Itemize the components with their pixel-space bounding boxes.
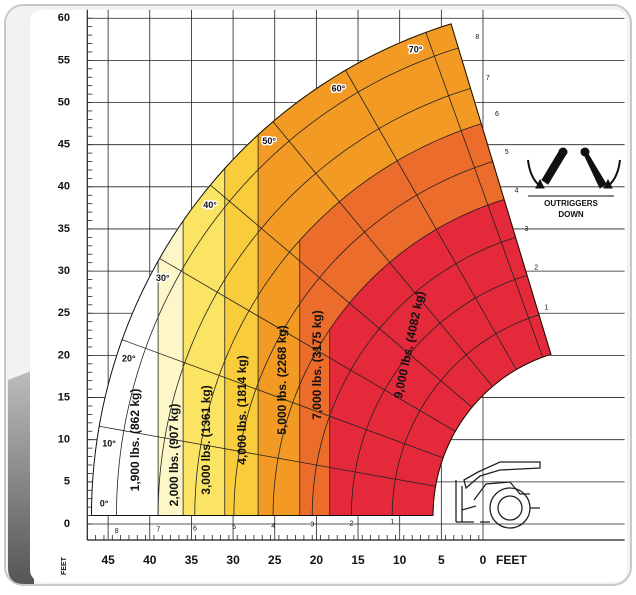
angle-label: 60° bbox=[332, 84, 346, 94]
frame-shade bbox=[8, 370, 34, 584]
y-tick-label: 35 bbox=[58, 223, 70, 235]
y-tick-label: 30 bbox=[58, 265, 70, 277]
angle-line bbox=[121, 339, 444, 459]
x-tick-label: 20 bbox=[310, 553, 324, 567]
envelope bbox=[90, 23, 552, 517]
extension-label: 1 bbox=[390, 519, 394, 526]
x-tick-label: 40 bbox=[143, 553, 157, 567]
angle-line bbox=[425, 32, 544, 358]
y-tick-label: 15 bbox=[58, 391, 70, 403]
annotation: OUTRIGGERS bbox=[544, 199, 598, 208]
zone-label: 5,000 lbs. (2268 kg) bbox=[275, 325, 289, 434]
y-tick-label: 20 bbox=[58, 349, 70, 361]
zones bbox=[90, 23, 552, 517]
y-tick-label: 25 bbox=[58, 307, 70, 319]
extension-arc bbox=[116, 47, 459, 516]
zone-label: 1,900 lbs. (862 kg) bbox=[128, 389, 142, 492]
x-axis-title: FEET bbox=[496, 553, 527, 567]
angle-label: 20° bbox=[122, 353, 136, 363]
extension-label: 7 bbox=[486, 75, 490, 82]
zone-label: 3,000 lbs. (1361 kg) bbox=[199, 385, 213, 494]
outriggers-icon bbox=[527, 147, 621, 197]
y-tick-label: 50 bbox=[58, 96, 70, 108]
extension-label: 7 bbox=[156, 526, 160, 533]
x-tick-label: 45 bbox=[101, 553, 115, 567]
extension-arc bbox=[233, 161, 493, 516]
angle-line bbox=[272, 121, 493, 387]
zone-label: 4,000 lbs. (1814 kg) bbox=[235, 355, 249, 464]
extension-label: 8 bbox=[475, 34, 479, 41]
angle-label: 40° bbox=[203, 200, 217, 210]
extension-label: 6 bbox=[193, 525, 197, 532]
x-tick-label: 35 bbox=[185, 553, 199, 567]
extension-label: 6 bbox=[495, 111, 499, 118]
extension-label: 4 bbox=[271, 523, 275, 530]
zone-label: 7,000 lbs. (3175 kg) bbox=[310, 310, 324, 419]
angle-line bbox=[345, 70, 517, 370]
extension-label: 2 bbox=[534, 264, 538, 271]
extension-arc bbox=[157, 87, 471, 516]
y-tick-label: 0 bbox=[64, 518, 70, 530]
angle-line bbox=[210, 184, 473, 408]
extension-arc bbox=[194, 123, 482, 516]
y-tick-label: 5 bbox=[64, 476, 70, 488]
annotation: DOWN bbox=[558, 210, 584, 219]
extension-label: 5 bbox=[232, 524, 236, 531]
zone-label: 2,000 lbs. (907 kg) bbox=[167, 404, 181, 507]
y-tick-label: 55 bbox=[58, 54, 70, 66]
extension-label: 8 bbox=[115, 528, 119, 535]
x-tick-label: 25 bbox=[268, 553, 282, 567]
extension-label: 5 bbox=[505, 149, 509, 156]
angle-label: 30° bbox=[156, 273, 170, 283]
extension-label: 4 bbox=[515, 188, 519, 195]
angle-line bbox=[99, 425, 436, 487]
extension-label: 3 bbox=[524, 226, 528, 233]
extension-arc bbox=[391, 314, 540, 516]
extension-label: 3 bbox=[310, 522, 314, 529]
angle-label: 10° bbox=[102, 438, 116, 448]
extension-label: 1 bbox=[544, 304, 548, 311]
angle-label: 70° bbox=[409, 44, 423, 54]
angle-label: 50° bbox=[262, 136, 276, 146]
extension-arc bbox=[272, 199, 505, 516]
x-tick-label: 5 bbox=[438, 553, 445, 567]
y-tick-label: 45 bbox=[58, 139, 70, 151]
x-tick-label: 15 bbox=[351, 553, 365, 567]
machine bbox=[455, 461, 541, 529]
extension-arc bbox=[350, 274, 528, 516]
x-tick-label: 0 bbox=[480, 553, 487, 567]
x-tick-label: 30 bbox=[226, 553, 240, 567]
angle-line bbox=[159, 258, 456, 432]
angle-label: 0° bbox=[100, 499, 109, 509]
y-tick-label: 10 bbox=[58, 434, 70, 446]
extension-arc bbox=[311, 237, 516, 516]
y-axis-title: FEET bbox=[61, 556, 68, 575]
y-tick-label: 60 bbox=[58, 12, 70, 24]
x-tick-label: 10 bbox=[393, 553, 407, 567]
extension-label: 2 bbox=[350, 520, 354, 527]
y-tick-label: 40 bbox=[58, 181, 70, 193]
